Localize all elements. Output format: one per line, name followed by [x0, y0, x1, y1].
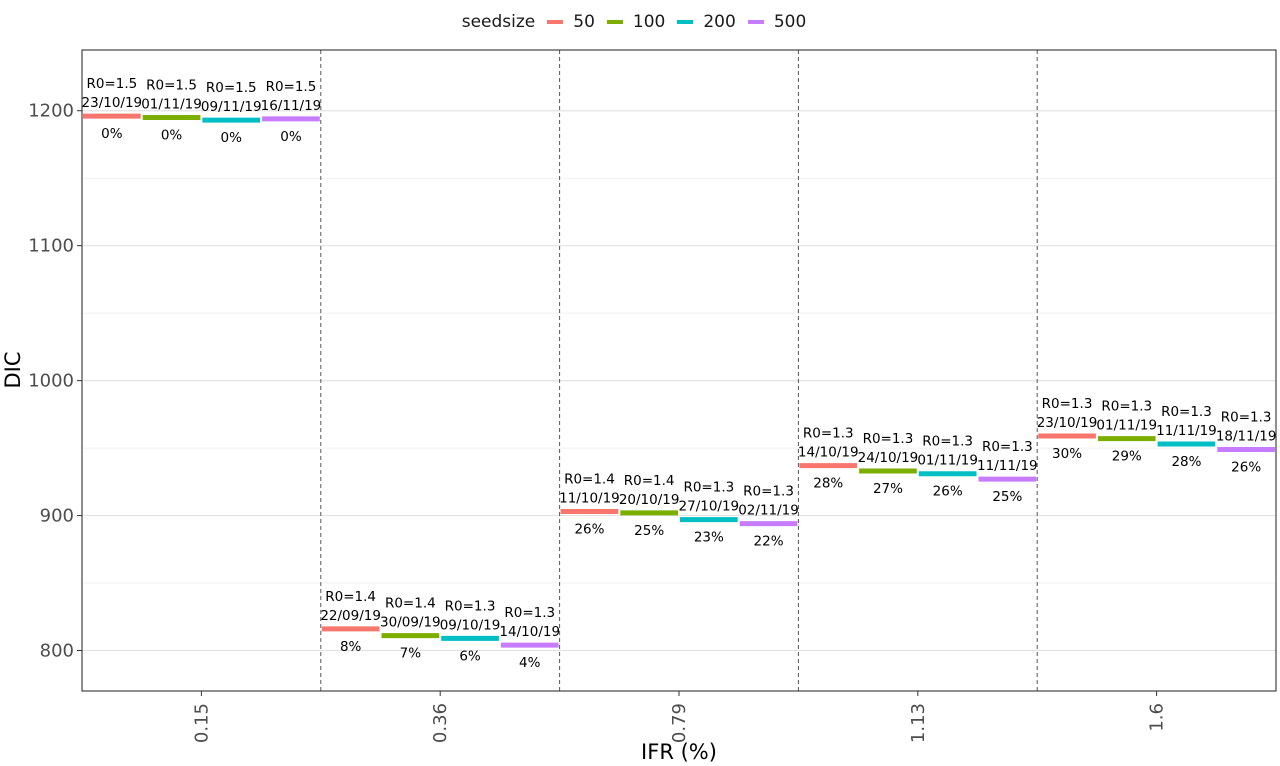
label-date: 22/09/19 — [320, 608, 381, 624]
x-tick-label: 1.6 — [1147, 703, 1168, 732]
label-date: 02/11/19 — [738, 503, 799, 519]
legend-item-500: 500 — [747, 12, 807, 32]
legend-item-100: 100 — [606, 12, 666, 32]
y-tick-label: 1200 — [28, 101, 74, 122]
y-axis-label: DIC — [1, 351, 25, 388]
label-date: 24/10/19 — [858, 450, 919, 466]
label-pct: 0% — [221, 130, 243, 146]
label-pct: 8% — [340, 639, 362, 655]
category-separators — [320, 50, 1038, 691]
label-date: 01/11/19 — [141, 96, 202, 112]
data-marks — [83, 113, 1275, 648]
data-labels: R0=1.523/10/190%R0=1.422/09/198%R0=1.411… — [82, 76, 1277, 671]
legend-swatch-100 — [606, 20, 623, 24]
label-r0: R0=1.3 — [683, 480, 734, 496]
label-pct: 30% — [1052, 446, 1082, 462]
label-date: 14/10/19 — [499, 624, 560, 640]
label-pct: 23% — [694, 530, 724, 546]
label-pct: 28% — [813, 476, 843, 492]
y-axis: 800 900 1000 1100 1200 — [28, 101, 82, 662]
label-pct: 0% — [101, 126, 123, 142]
label-date: 11/11/19 — [1156, 423, 1217, 439]
label-date: 11/11/19 — [977, 458, 1038, 474]
label-pct: 6% — [459, 648, 481, 664]
plot-panel — [82, 50, 1276, 691]
label-date: 14/10/19 — [798, 445, 859, 461]
legend: seedsize 50 100 200 500 — [0, 8, 1280, 36]
label-pct: 25% — [634, 523, 664, 539]
legend-label-50: 50 — [573, 12, 595, 32]
label-r0: R0=1.3 — [1042, 396, 1093, 412]
label-date: 27/10/19 — [679, 499, 740, 515]
label-r0: R0=1.3 — [445, 598, 496, 614]
label-pct: 26% — [1231, 459, 1261, 475]
label-pct: 0% — [280, 129, 302, 145]
label-r0: R0=1.3 — [803, 426, 854, 442]
label-pct: 0% — [161, 127, 183, 143]
label-date: 23/10/19 — [1037, 415, 1098, 431]
label-date: 01/11/19 — [1096, 418, 1157, 434]
x-tick-label: 1.13 — [908, 703, 929, 743]
label-date: 01/11/19 — [917, 453, 978, 469]
label-r0: R0=1.3 — [504, 605, 555, 621]
label-pct: 25% — [992, 489, 1022, 505]
label-r0: R0=1.3 — [982, 439, 1033, 455]
gridlines — [82, 110, 1276, 652]
label-r0: R0=1.5 — [206, 80, 257, 96]
label-r0: R0=1.3 — [1101, 399, 1152, 415]
x-axis: 0.15 0.36 0.79 1.13 1.6 — [191, 691, 1168, 743]
label-r0: R0=1.4 — [325, 589, 376, 605]
label-r0: R0=1.4 — [624, 473, 675, 489]
label-date: 30/09/19 — [380, 615, 441, 631]
label-r0: R0=1.5 — [86, 76, 137, 92]
legend-label-100: 100 — [632, 12, 666, 32]
label-pct: 26% — [933, 484, 963, 500]
y-tick-label: 800 — [40, 641, 74, 662]
x-axis-label: IFR (%) — [641, 740, 717, 764]
label-pct: 7% — [400, 646, 422, 662]
label-r0: R0=1.5 — [146, 77, 197, 93]
label-r0: R0=1.4 — [385, 596, 436, 612]
legend-title: seedsize — [461, 12, 536, 32]
label-r0: R0=1.5 — [266, 79, 317, 95]
label-pct: 26% — [574, 522, 604, 538]
label-r0: R0=1.4 — [564, 472, 615, 488]
label-r0: R0=1.3 — [743, 484, 794, 500]
y-tick-label: 1100 — [28, 236, 74, 257]
label-date: 09/10/19 — [440, 617, 501, 633]
y-tick-label: 900 — [40, 506, 74, 527]
label-pct: 22% — [754, 534, 784, 550]
legend-item-200: 200 — [677, 12, 736, 32]
label-date: 23/10/19 — [82, 95, 143, 111]
legend-swatch-50 — [547, 20, 564, 24]
label-date: 20/10/19 — [619, 492, 680, 508]
label-pct: 28% — [1171, 454, 1201, 470]
label-r0: R0=1.3 — [922, 434, 973, 450]
legend-item-50: 50 — [547, 12, 595, 32]
x-tick-label: 0.15 — [191, 703, 212, 743]
legend-label-500: 500 — [773, 12, 807, 32]
label-date: 11/10/19 — [559, 491, 620, 507]
legend-label-200: 200 — [703, 12, 736, 32]
x-tick-label: 0.36 — [430, 703, 451, 743]
label-r0: R0=1.3 — [1221, 409, 1272, 425]
label-pct: 29% — [1112, 449, 1142, 465]
label-pct: 27% — [873, 481, 903, 497]
label-pct: 4% — [519, 655, 541, 671]
label-date: 09/11/19 — [201, 99, 262, 115]
y-tick-label: 1000 — [28, 371, 74, 392]
x-tick-label: 0.79 — [669, 703, 690, 743]
legend-swatch-500 — [747, 20, 764, 24]
label-r0: R0=1.3 — [1161, 404, 1212, 420]
label-r0: R0=1.3 — [863, 431, 914, 447]
label-date: 16/11/19 — [261, 98, 322, 114]
label-date: 18/11/19 — [1216, 428, 1277, 444]
legend-swatch-200 — [677, 20, 694, 24]
